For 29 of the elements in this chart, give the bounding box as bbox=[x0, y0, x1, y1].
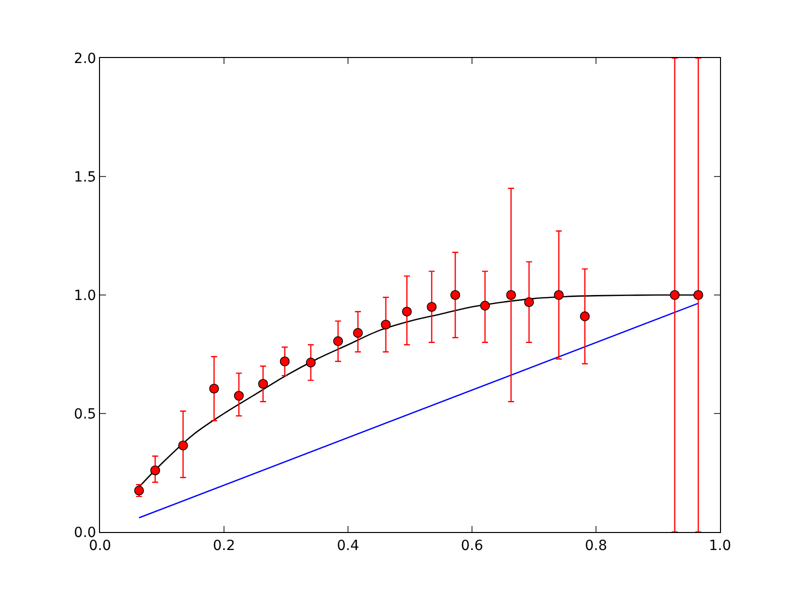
point bbox=[402, 306, 412, 316]
point bbox=[450, 290, 460, 300]
point bbox=[280, 356, 290, 366]
point bbox=[150, 465, 160, 476]
point bbox=[353, 328, 363, 338]
point bbox=[234, 390, 244, 401]
x-tick-label: 0.2 bbox=[212, 538, 236, 554]
y-tick-label: 0.5 bbox=[74, 406, 96, 422]
point bbox=[209, 384, 219, 394]
x-tick-label: 0.4 bbox=[336, 538, 360, 554]
point bbox=[258, 378, 268, 389]
point bbox=[333, 336, 343, 346]
point bbox=[670, 290, 680, 300]
y-tick-label: 2.0 bbox=[74, 50, 96, 67]
x-tick-label: 1.0 bbox=[708, 538, 732, 554]
point bbox=[306, 358, 316, 368]
x-tick-label: 0.6 bbox=[460, 538, 484, 554]
point bbox=[524, 297, 534, 308]
y-tick-label: 1.0 bbox=[74, 288, 96, 304]
point bbox=[693, 290, 704, 300]
point bbox=[554, 290, 564, 300]
point bbox=[580, 311, 590, 322]
y-tick-label: 1.5 bbox=[74, 169, 96, 186]
x-tick-label: 0.8 bbox=[584, 538, 608, 554]
point bbox=[426, 302, 437, 312]
point bbox=[506, 290, 516, 300]
point bbox=[380, 320, 391, 330]
point bbox=[480, 300, 490, 311]
point bbox=[178, 440, 188, 450]
